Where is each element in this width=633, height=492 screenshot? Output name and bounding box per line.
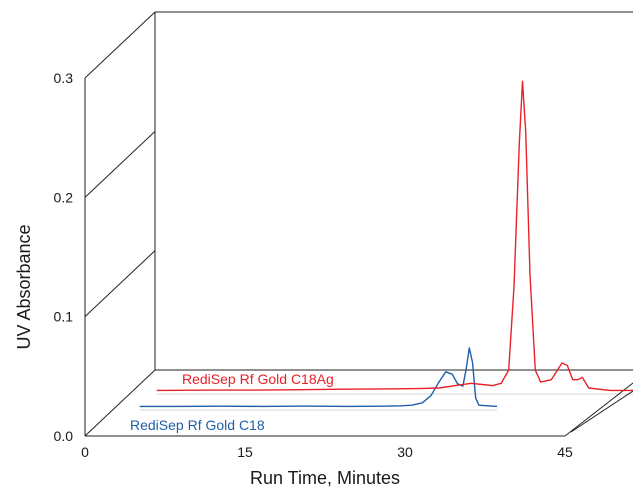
series-label: RediSep Rf Gold C18 xyxy=(130,417,265,433)
top-depth-line xyxy=(84,11,156,79)
floor-right-line xyxy=(570,390,633,433)
y-tick-label: 0.2 xyxy=(54,189,74,205)
floor-right-line xyxy=(564,382,633,437)
series-lines xyxy=(139,80,633,408)
y-tick-label: 0.1 xyxy=(54,309,74,325)
series-line xyxy=(156,80,633,392)
x-tick-label: 15 xyxy=(237,444,253,460)
x-tick-label: 30 xyxy=(397,444,413,460)
y-grid-line xyxy=(84,130,156,198)
y-tick-label: 0.0 xyxy=(54,428,74,444)
y-tick-label: 0.3 xyxy=(54,70,74,86)
x-axis-title: Run Time, Minutes xyxy=(250,468,400,488)
y-axis-title: UV Absorbance xyxy=(14,224,34,349)
grid-lines xyxy=(84,130,633,411)
chart-labels: RediSep Rf Gold C18 RediSep Rf Gold C18Ag… xyxy=(14,70,573,488)
y-grid-line xyxy=(84,250,156,318)
x-tick-label: 0 xyxy=(81,444,89,460)
bottom-depth-line xyxy=(84,369,156,437)
series-label: RediSep Rf Gold C18Ag xyxy=(182,371,334,387)
chart-walls xyxy=(84,11,633,437)
x-tick-label: 45 xyxy=(557,444,573,460)
